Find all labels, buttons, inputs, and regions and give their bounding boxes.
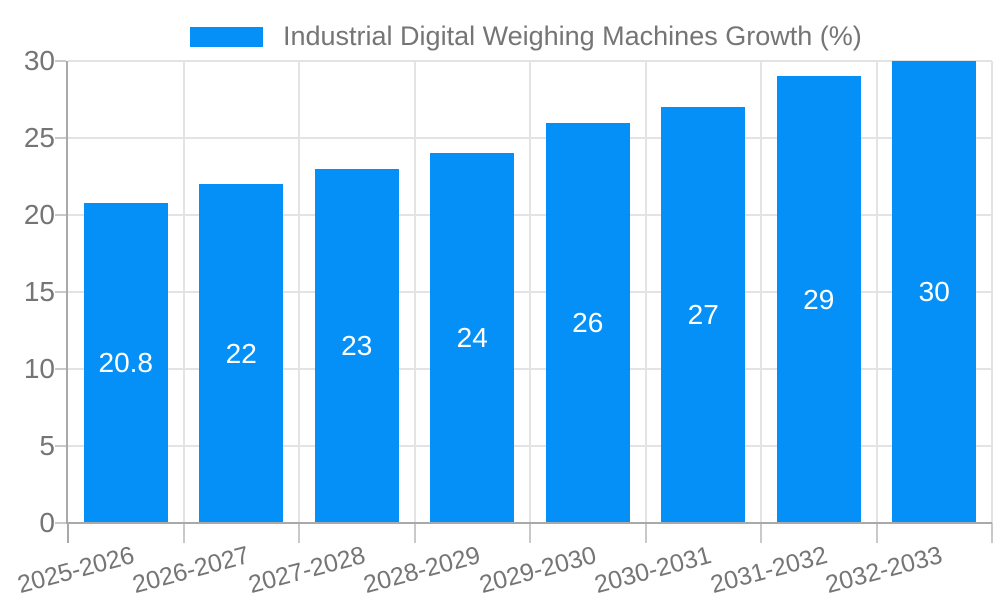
y-axis-tick bbox=[55, 368, 66, 370]
legend-swatch bbox=[190, 26, 263, 47]
bar[interactable] bbox=[314, 168, 399, 523]
chart-legend: Industrial Digital Weighing Machines Gro… bbox=[190, 21, 862, 52]
bar-value-label: 20.8 bbox=[98, 346, 154, 378]
x-axis-line bbox=[66, 522, 992, 524]
y-axis-tick bbox=[55, 291, 66, 293]
x-axis-tick bbox=[760, 523, 762, 543]
x-axis-tick bbox=[182, 523, 185, 543]
bar[interactable] bbox=[776, 76, 861, 523]
y-tick-label: 20 bbox=[23, 199, 55, 230]
grid-line-v bbox=[644, 61, 647, 523]
x-axis-tick bbox=[413, 523, 416, 543]
grid-line-v bbox=[529, 61, 531, 523]
x-axis-tick bbox=[991, 523, 993, 543]
bar-value-label: 30 bbox=[918, 276, 950, 307]
x-axis-tick bbox=[67, 523, 69, 543]
bar[interactable] bbox=[199, 184, 284, 523]
grid-line-v bbox=[875, 61, 878, 523]
x-axis-tick bbox=[644, 523, 647, 543]
grid-line-v bbox=[760, 61, 762, 523]
y-tick-label: 5 bbox=[39, 430, 55, 461]
bar[interactable] bbox=[545, 122, 630, 523]
x-axis-tick bbox=[529, 523, 531, 543]
bar[interactable] bbox=[83, 202, 168, 523]
grid-line-v bbox=[182, 61, 185, 523]
grid-line-v bbox=[298, 61, 300, 523]
y-axis-tick bbox=[55, 137, 66, 139]
y-tick-label: 0 bbox=[39, 507, 55, 538]
y-tick-label: 25 bbox=[23, 122, 55, 153]
y-axis-tick bbox=[55, 60, 66, 62]
x-axis-tick bbox=[875, 523, 878, 543]
bar-value-label: 26 bbox=[572, 306, 604, 338]
y-tick-label: 10 bbox=[23, 353, 55, 384]
bar[interactable] bbox=[892, 61, 977, 523]
grid-line-v bbox=[413, 61, 416, 523]
bar-value-label: 22 bbox=[225, 337, 257, 369]
bar-value-label: 24 bbox=[456, 322, 488, 354]
bar[interactable] bbox=[661, 107, 746, 523]
bar-value-label: 29 bbox=[803, 283, 835, 315]
legend-label: Industrial Digital Weighing Machines Gro… bbox=[283, 21, 862, 51]
bar[interactable] bbox=[430, 153, 515, 523]
x-axis-tick bbox=[298, 523, 300, 543]
grid-line-v bbox=[991, 61, 993, 523]
y-tick-label: 30 bbox=[23, 45, 55, 76]
bar-value-label: 23 bbox=[341, 329, 373, 361]
y-axis-tick bbox=[55, 214, 66, 216]
bar-value-label: 27 bbox=[687, 299, 719, 331]
y-axis-tick bbox=[55, 522, 66, 524]
y-axis-tick bbox=[55, 445, 66, 447]
y-tick-label: 15 bbox=[23, 276, 55, 307]
y-axis-line bbox=[66, 61, 68, 523]
